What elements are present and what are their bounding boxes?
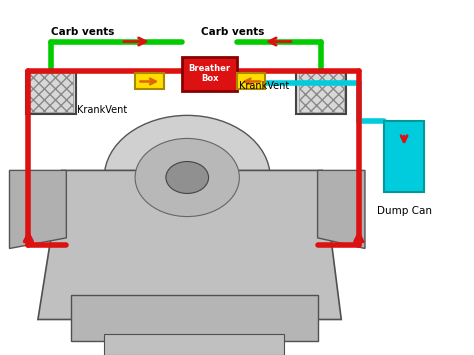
Text: Carb vents: Carb vents [51,27,115,37]
Bar [384,121,424,192]
Circle shape [104,115,270,240]
Bar [71,295,318,341]
Polygon shape [9,170,66,248]
Circle shape [166,162,209,193]
Text: KrankVent: KrankVent [77,105,127,115]
Text: Carb vents: Carb vents [201,27,264,37]
Text: KrankVent: KrankVent [239,81,290,91]
Bar [182,57,237,91]
Circle shape [135,138,239,217]
Bar [135,73,164,89]
Text: Breather
Box: Breather Box [189,64,231,83]
Text: Dump Can: Dump Can [376,206,432,216]
Bar [26,71,76,114]
Bar [237,73,265,89]
Bar [296,71,346,114]
Bar [104,334,284,355]
Bar [299,73,344,112]
Bar [28,73,73,112]
Polygon shape [318,170,365,248]
Polygon shape [38,170,341,320]
